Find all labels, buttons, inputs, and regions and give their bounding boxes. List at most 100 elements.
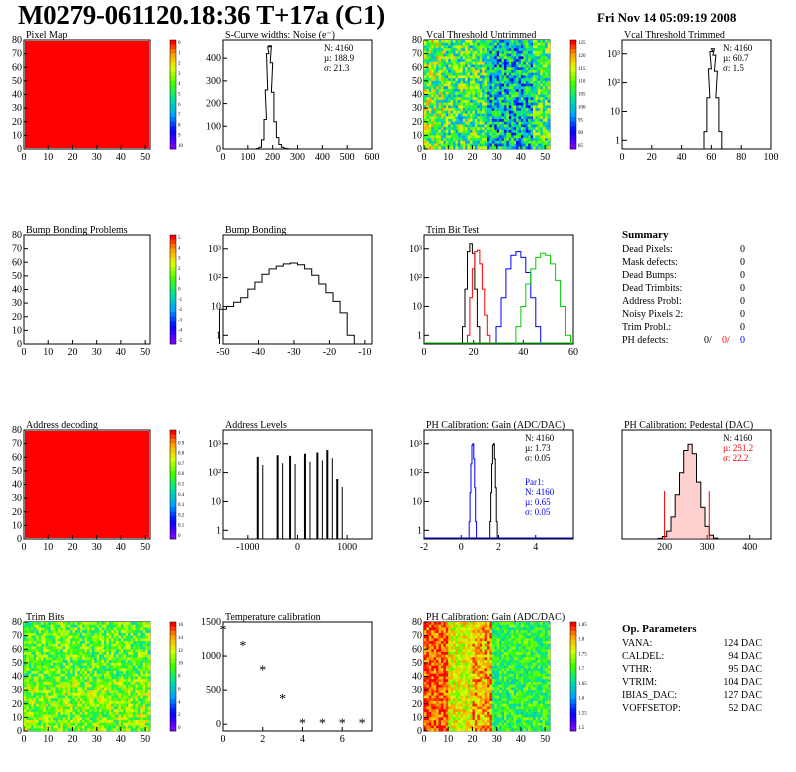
heatmap-cell [140, 643, 144, 647]
heatmap-cell [453, 40, 456, 44]
palette-tick-label: 1 [178, 431, 181, 436]
heatmap-cell [472, 102, 476, 106]
heatmap-cell [55, 725, 59, 729]
heatmap-cell [448, 110, 451, 114]
heatmap-cell [453, 53, 456, 57]
heatmap-cell [499, 124, 502, 128]
heatmap-cell [520, 64, 524, 68]
heatmap-cell [448, 89, 451, 93]
palette-segment [570, 112, 576, 118]
heatmap-cell [547, 61, 551, 65]
heatmap-cell [77, 660, 81, 664]
heatmap-cell [440, 50, 444, 54]
heatmap-cell [79, 657, 83, 661]
heatmap-cell [450, 146, 454, 150]
heatmap-cell [36, 687, 39, 691]
heatmap-cell [472, 94, 476, 98]
heatmap-cell [450, 129, 454, 133]
heatmap-cell [55, 649, 59, 653]
heatmap-cell [537, 102, 541, 106]
heatmap-cell [106, 717, 110, 721]
heatmap-cell [67, 690, 71, 694]
heatmap-cell [545, 97, 548, 101]
heatmap-cell [518, 61, 522, 65]
heatmap-cell [547, 48, 551, 52]
heatmap-cell [470, 624, 473, 628]
heatmap-cell [453, 105, 456, 109]
heatmap-cell [496, 105, 500, 109]
heatmap-cell [445, 40, 449, 44]
heatmap-cell [477, 72, 481, 76]
heatmap-cell [82, 649, 85, 653]
heatmap-cell [82, 709, 85, 713]
heatmap-cell [477, 132, 481, 136]
heatmap-cell [474, 108, 478, 112]
palette-segment [170, 502, 176, 508]
heatmap-cell [50, 681, 54, 685]
heatmap-cell [516, 143, 519, 147]
heatmap-cell [494, 121, 497, 125]
heatmap-cell [530, 61, 534, 65]
heatmap-cell [111, 690, 114, 694]
heatmap-cell [513, 624, 517, 628]
heatmap-cell [535, 40, 539, 44]
heatmap-cell [440, 78, 444, 82]
heatmap-cell [33, 722, 37, 726]
palette-tick-label: -4 [178, 329, 183, 334]
heatmap-cell [494, 132, 497, 136]
heatmap-cell [525, 116, 529, 120]
heatmap-cell [62, 728, 66, 732]
heatmap-cell [537, 140, 541, 144]
heatmap-cell [62, 692, 66, 696]
heatmap-cell [428, 56, 432, 60]
heatmap-cell [540, 45, 544, 49]
heatmap-cell [511, 97, 514, 101]
heatmap-cell [43, 671, 47, 675]
heatmap-cell [438, 132, 442, 136]
heatmap-cell [513, 129, 517, 133]
y-tick-label: 70 [12, 244, 22, 255]
heatmap-cell [465, 132, 468, 136]
heatmap-cell [87, 641, 90, 645]
palette-segment [570, 58, 576, 64]
heatmap-cell [460, 69, 464, 73]
y-tick-label: 10³ [208, 439, 221, 450]
heatmap-cell [101, 711, 105, 715]
heatmap-cell [45, 681, 49, 685]
heatmap-cell [479, 97, 483, 101]
heatmap-cell [542, 59, 546, 63]
heatmap-cell [57, 714, 61, 718]
heatmap-cell [130, 709, 134, 713]
heatmap-cell [508, 627, 512, 631]
heatmap-cell [450, 632, 454, 636]
heatmap-cell [116, 676, 119, 680]
heatmap-cell [55, 687, 59, 691]
heatmap-cell [48, 651, 51, 655]
heatmap-cell [57, 701, 61, 705]
heatmap-cell [479, 48, 483, 52]
heatmap-cell [137, 622, 141, 626]
heatmap-cell [60, 703, 64, 707]
heatmap-cell [65, 632, 68, 636]
heatmap-cell [501, 80, 505, 84]
heatmap-cell [140, 681, 144, 685]
heatmap-cell [494, 64, 497, 68]
heatmap-cell [513, 67, 517, 71]
heatmap-cell [428, 86, 432, 90]
heatmap-cell [426, 127, 430, 131]
heatmap-cell [537, 48, 541, 52]
heatmap-cell [55, 701, 59, 705]
heatmap-cell [103, 698, 107, 702]
heatmap-cell [460, 624, 464, 628]
heatmap-cell [535, 124, 539, 128]
heatmap-cell [491, 127, 495, 131]
heatmap-cell [103, 681, 107, 685]
heatmap-cell [113, 654, 117, 658]
heatmap-cell [125, 638, 129, 642]
heatmap-cell [147, 624, 151, 628]
heatmap-cell [72, 676, 76, 680]
heatmap-cell [128, 622, 131, 626]
heatmap-cell [467, 102, 471, 106]
heatmap-cell [125, 660, 129, 664]
heatmap-cell [140, 717, 144, 721]
